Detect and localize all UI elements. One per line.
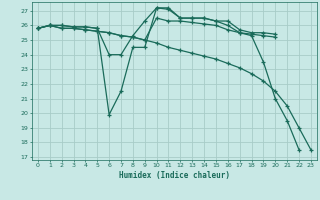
X-axis label: Humidex (Indice chaleur): Humidex (Indice chaleur): [119, 171, 230, 180]
